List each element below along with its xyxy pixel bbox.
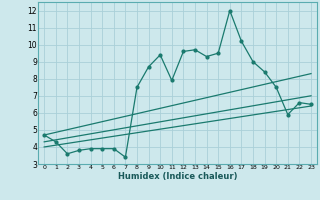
X-axis label: Humidex (Indice chaleur): Humidex (Indice chaleur)	[118, 172, 237, 181]
